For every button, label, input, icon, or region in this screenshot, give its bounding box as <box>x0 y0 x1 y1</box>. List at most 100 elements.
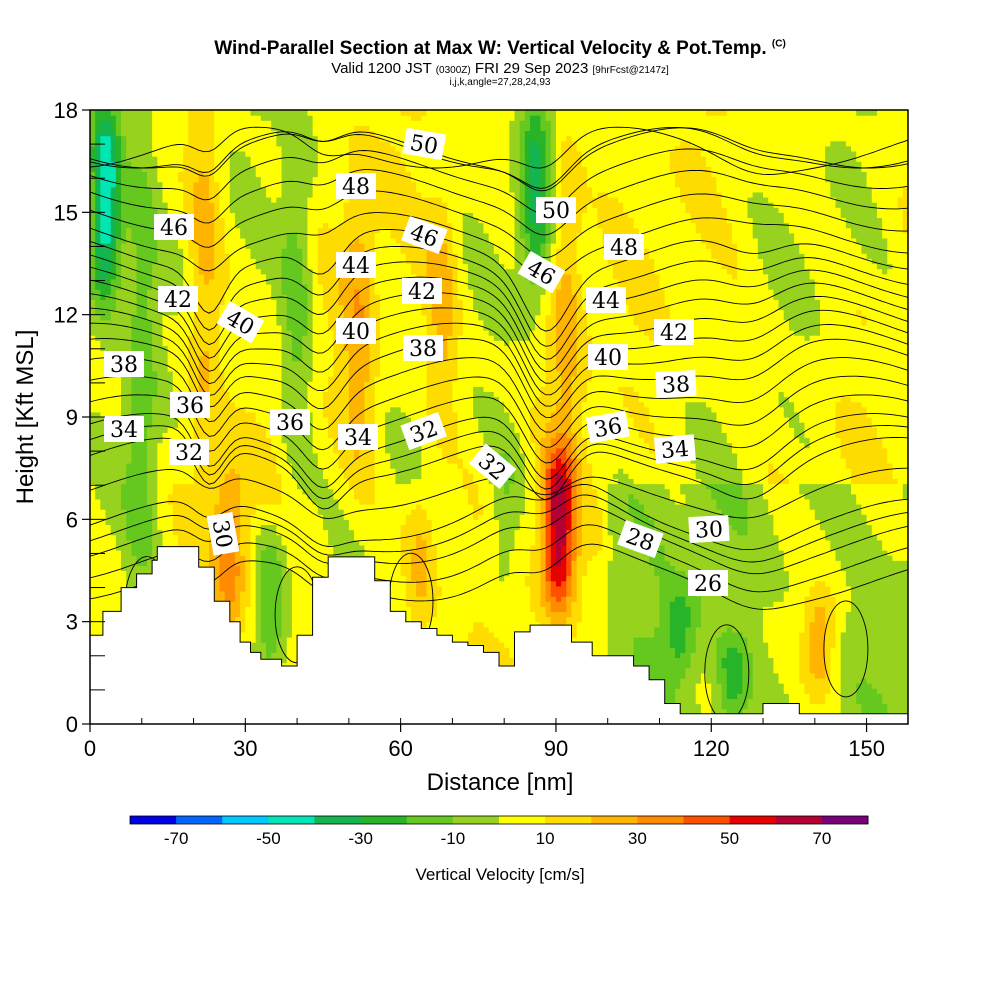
w-cell <box>234 186 241 193</box>
w-cell <box>126 330 133 336</box>
w-cell <box>229 386 236 393</box>
w-cell <box>281 488 288 495</box>
w-cell <box>255 350 262 357</box>
w-cell <box>126 145 133 152</box>
w-cell <box>271 580 277 587</box>
w-cell <box>240 575 246 582</box>
w-cell <box>281 493 288 500</box>
w-cell <box>240 253 246 259</box>
w-cell <box>291 473 298 479</box>
w-cell <box>115 524 122 531</box>
w-cell <box>291 243 298 249</box>
w-cell <box>276 227 283 234</box>
w-cell <box>286 253 293 259</box>
w-cell <box>219 376 226 382</box>
w-cell <box>276 437 283 444</box>
w-cell <box>209 396 215 403</box>
w-cell <box>157 427 164 433</box>
w-cell <box>276 447 283 454</box>
w-cell <box>266 463 272 469</box>
w-cell <box>240 196 246 203</box>
w-cell <box>266 478 272 485</box>
w-cell <box>229 509 236 515</box>
w-cell <box>234 294 241 300</box>
w-cell <box>100 376 107 382</box>
w-cell <box>245 417 252 423</box>
w-cell <box>131 509 138 515</box>
w-cell <box>167 524 174 531</box>
w-cell <box>157 417 164 423</box>
w-cell <box>126 488 133 495</box>
w-cell <box>100 289 107 295</box>
w-cell <box>240 135 246 142</box>
w-cell <box>245 355 252 362</box>
w-cell <box>141 498 148 505</box>
w-cell <box>95 207 101 213</box>
w-cell <box>178 150 184 157</box>
w-cell <box>136 248 143 254</box>
w-cell <box>266 243 272 249</box>
w-cell <box>281 253 288 259</box>
w-cell <box>105 202 112 208</box>
w-cell <box>291 432 298 439</box>
w-cell <box>95 544 101 551</box>
w-cell <box>152 411 158 418</box>
w-cell <box>271 319 277 326</box>
w-cell <box>105 447 112 454</box>
w-cell <box>245 468 252 474</box>
w-cell <box>90 145 96 152</box>
w-cell <box>121 110 127 116</box>
w-cell <box>297 278 303 285</box>
w-cell <box>105 509 112 515</box>
w-cell <box>131 150 138 157</box>
w-cell <box>131 135 138 142</box>
w-cell <box>276 580 283 587</box>
w-cell <box>250 202 257 208</box>
w-cell <box>271 596 277 602</box>
w-cell <box>136 125 143 132</box>
w-cell <box>297 237 303 244</box>
w-cell <box>146 140 153 147</box>
w-cell <box>115 324 122 331</box>
w-cell <box>126 534 133 541</box>
w-cell <box>224 166 231 172</box>
w-cell <box>240 268 246 275</box>
w-cell <box>136 166 143 172</box>
w-cell <box>276 519 283 526</box>
w-cell <box>110 478 117 485</box>
w-cell <box>271 447 277 454</box>
w-cell <box>90 140 96 147</box>
w-cell <box>162 355 169 362</box>
w-cell <box>266 422 272 428</box>
w-cell <box>250 493 257 500</box>
w-cell <box>260 222 267 229</box>
w-cell <box>260 391 267 398</box>
w-cell <box>260 550 267 556</box>
w-cell <box>141 447 148 454</box>
w-cell <box>281 283 288 290</box>
w-cell <box>297 202 303 208</box>
w-cell <box>188 488 195 495</box>
w-cell <box>90 166 96 172</box>
w-cell <box>281 237 288 244</box>
w-cell <box>198 268 205 275</box>
w-cell <box>255 309 262 316</box>
w-cell <box>131 237 138 244</box>
w-cell <box>115 493 122 500</box>
w-cell <box>136 294 143 300</box>
w-cell <box>291 156 298 162</box>
w-cell <box>152 161 158 167</box>
w-cell <box>260 601 267 607</box>
w-cell <box>172 345 179 352</box>
w-cell <box>224 396 231 403</box>
w-cell <box>136 171 143 178</box>
w-cell <box>266 406 272 413</box>
w-cell <box>255 191 262 198</box>
w-cell <box>219 135 226 142</box>
w-cell <box>146 370 153 377</box>
w-cell <box>229 427 236 433</box>
w-cell <box>291 642 298 648</box>
w-cell <box>234 227 241 234</box>
w-cell <box>255 381 262 387</box>
w-cell <box>162 156 169 162</box>
